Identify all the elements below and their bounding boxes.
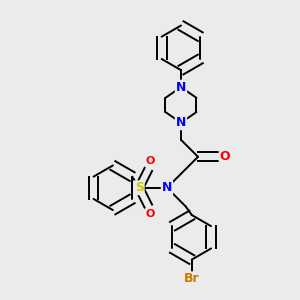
Text: N: N: [176, 116, 186, 129]
Text: O: O: [145, 209, 155, 219]
Text: Br: Br: [184, 272, 200, 285]
Text: N: N: [162, 181, 172, 194]
Text: O: O: [145, 157, 155, 166]
Text: N: N: [176, 81, 186, 94]
Text: O: O: [220, 150, 230, 163]
Text: S: S: [135, 181, 144, 194]
